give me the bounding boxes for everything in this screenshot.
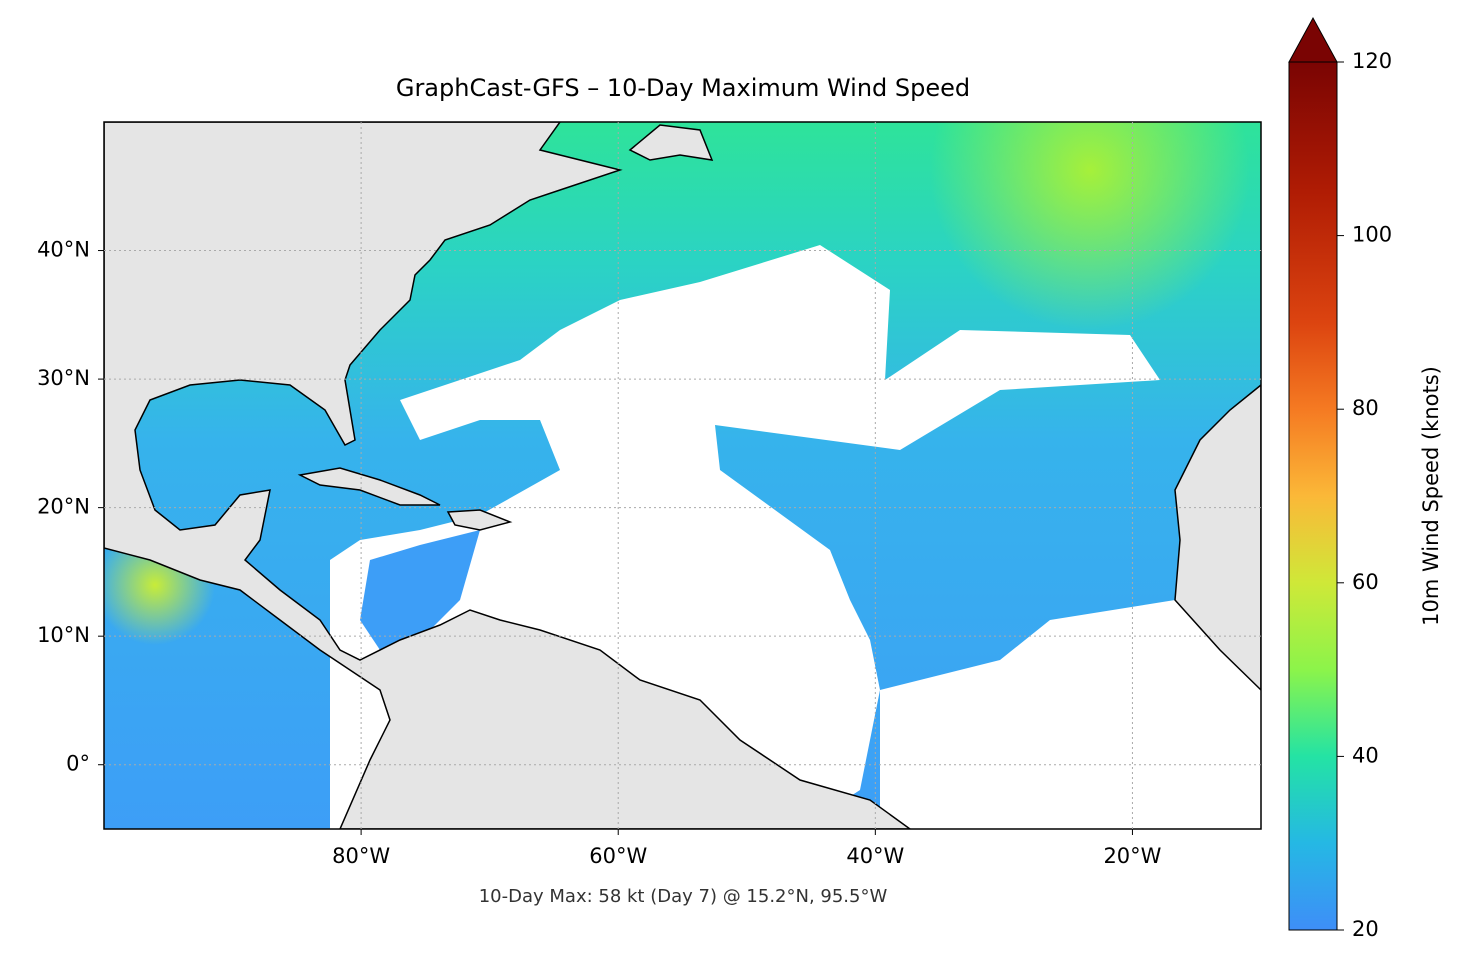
colorbar bbox=[1288, 61, 1338, 931]
colorbar-tick-label: 100 bbox=[1352, 223, 1392, 247]
y-tick-label: 20°N bbox=[37, 495, 90, 519]
y-tick-label: 10°N bbox=[37, 623, 90, 647]
colorbar-extend bbox=[1288, 16, 1338, 63]
x-tick-label: 60°W bbox=[589, 844, 647, 868]
y-tick-label: 40°N bbox=[37, 238, 90, 262]
colorbar-tick-label: 60 bbox=[1352, 570, 1379, 594]
hispaniola bbox=[446, 509, 513, 531]
colorbar-tick-label: 120 bbox=[1352, 49, 1392, 73]
americas bbox=[104, 122, 912, 829]
caribbean-wind bbox=[360, 530, 480, 650]
colorbar-tick-label: 80 bbox=[1352, 396, 1379, 420]
x-tick-label: 80°W bbox=[332, 844, 390, 868]
colorbar-tick-label: 40 bbox=[1352, 743, 1379, 767]
colorbar-label: 10m Wind Speed (knots) bbox=[1419, 366, 1443, 626]
calm-area bbox=[880, 540, 1261, 829]
footnote: 10-Day Max: 58 kt (Day 7) @ 15.2°N, 95.5… bbox=[479, 886, 888, 907]
greenland-newfoundland bbox=[628, 124, 714, 161]
map-title: GraphCast-GFS – 10-Day Maximum Wind Spee… bbox=[396, 74, 970, 102]
map-area bbox=[104, 122, 1261, 829]
y-tick-label: 0° bbox=[66, 752, 90, 776]
africa bbox=[1174, 384, 1261, 692]
colorbar-tick-label: 20 bbox=[1352, 917, 1379, 941]
x-tick-label: 20°W bbox=[1103, 844, 1161, 868]
map-frame bbox=[103, 121, 1262, 830]
y-tick-label: 30°N bbox=[37, 366, 90, 390]
x-tick-label: 40°W bbox=[846, 844, 904, 868]
cuba bbox=[297, 467, 441, 506]
